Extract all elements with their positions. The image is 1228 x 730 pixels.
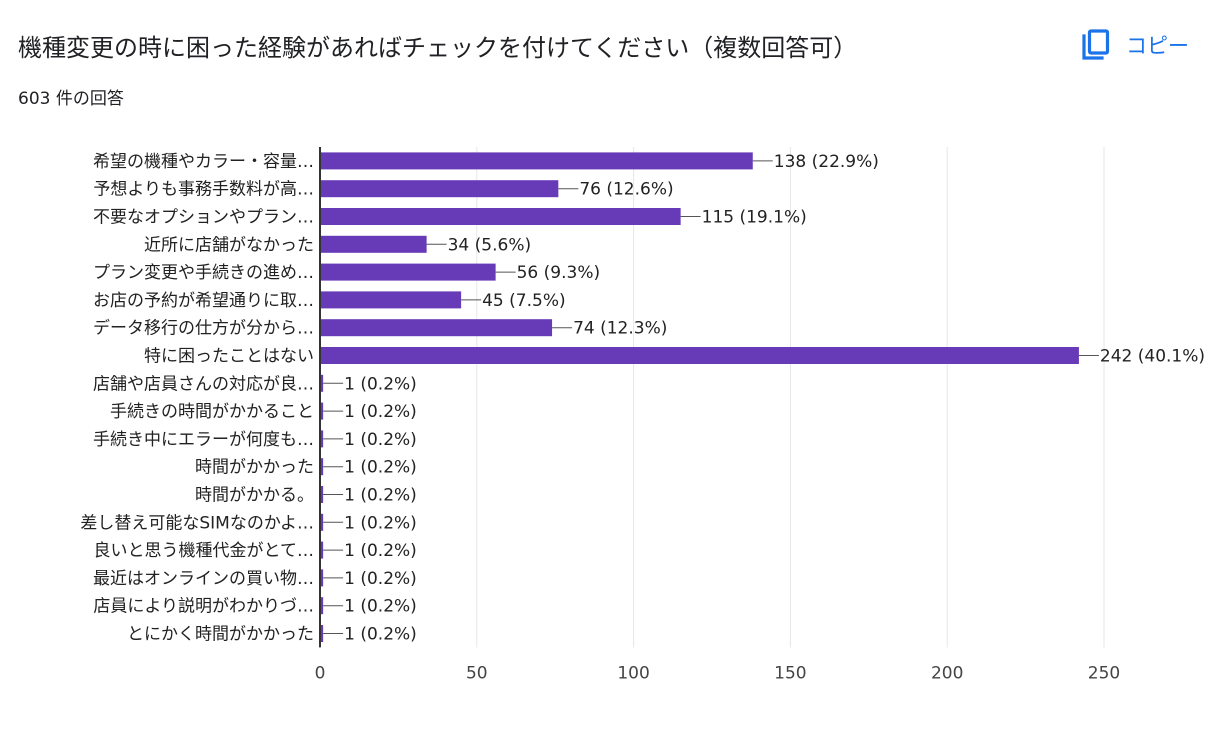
- response-count: 603 件の回答: [18, 89, 124, 109]
- bar: [320, 458, 324, 476]
- bar: [320, 569, 324, 587]
- category-label: データ移行の仕方が分から…: [93, 318, 314, 339]
- data-label: 1 (0.2%): [344, 458, 417, 478]
- copy-label: コピー: [1126, 34, 1189, 58]
- bar: [320, 152, 753, 170]
- data-label: 74 (12.3%): [573, 319, 667, 339]
- data-label: 1 (0.2%): [344, 541, 417, 561]
- data-label: 1 (0.2%): [344, 569, 417, 589]
- data-label: 1 (0.2%): [344, 486, 417, 506]
- data-label: 242 (40.1%): [1100, 347, 1205, 367]
- category-label: 予想よりも事務手数料が高…: [93, 180, 314, 200]
- category-label: 手続きの時間がかかること: [110, 402, 314, 422]
- bar: [320, 402, 324, 420]
- category-label: お店の予約が希望通りに取…: [93, 291, 314, 311]
- bar: [320, 513, 324, 531]
- data-label: 1 (0.2%): [344, 513, 417, 533]
- bar: [320, 347, 1079, 364]
- bar: [320, 486, 324, 503]
- category-label: 不要なオプションやプラン…: [93, 208, 314, 228]
- category-label: 時間がかかる。: [195, 486, 314, 506]
- category-label: 特に困ったことはない: [144, 347, 314, 367]
- x-tick-label: 0: [315, 663, 326, 683]
- x-tick-label: 150: [774, 663, 806, 683]
- data-label: 1 (0.2%): [344, 625, 417, 645]
- x-tick-label: 250: [1088, 663, 1120, 683]
- category-label: 差し替え可能なSIMなのかよ…: [80, 513, 314, 533]
- data-label: 56 (9.3%): [517, 263, 601, 283]
- category-label: 店員により説明がわかりづ…: [93, 597, 314, 617]
- bar: [320, 208, 681, 225]
- data-label: 34 (5.6%): [448, 235, 532, 255]
- question-title: 機種変更の時に困った経験があればチェックを付けてください（複数回答可）: [18, 34, 858, 62]
- category-label: 最近はオンラインの買い物…: [93, 569, 314, 589]
- category-label: 近所に店舗がなかった: [144, 235, 314, 255]
- category-label: 店舗や店員さんの対応が良…: [93, 374, 314, 394]
- data-label: 1 (0.2%): [344, 374, 417, 394]
- data-label: 45 (7.5%): [482, 291, 566, 311]
- category-label: とにかく時間がかかった: [127, 625, 314, 645]
- category-label: 時間がかかった: [195, 458, 314, 478]
- bar: [320, 291, 462, 309]
- bar: [320, 235, 427, 253]
- copy-icon: [1080, 28, 1112, 62]
- data-label: 76 (12.6%): [579, 180, 673, 200]
- data-label: 1 (0.2%): [344, 597, 417, 617]
- category-label: 手続き中にエラーが何度も…: [93, 430, 314, 450]
- bar: [320, 430, 324, 448]
- bar: [320, 180, 559, 198]
- x-tick-label: 200: [931, 663, 963, 683]
- category-label: 良いと思う機種代金がとて…: [94, 541, 315, 561]
- bar: [320, 319, 553, 337]
- data-label: 138 (22.9%): [774, 152, 879, 172]
- bar: [320, 625, 324, 642]
- category-label: プラン変更や手続きの進め…: [93, 263, 314, 283]
- x-tick-label: 50: [466, 663, 488, 683]
- bar: [320, 374, 324, 392]
- bar: [320, 597, 324, 615]
- copy-button[interactable]: コピー: [1080, 28, 1189, 62]
- bar: [320, 541, 324, 559]
- category-label: 希望の機種やカラー・容量…: [93, 152, 314, 172]
- data-label: 115 (19.1%): [702, 208, 807, 228]
- x-tick-label: 100: [617, 663, 649, 683]
- data-label: 1 (0.2%): [344, 430, 417, 450]
- data-label: 1 (0.2%): [344, 402, 417, 422]
- bar: [320, 263, 496, 281]
